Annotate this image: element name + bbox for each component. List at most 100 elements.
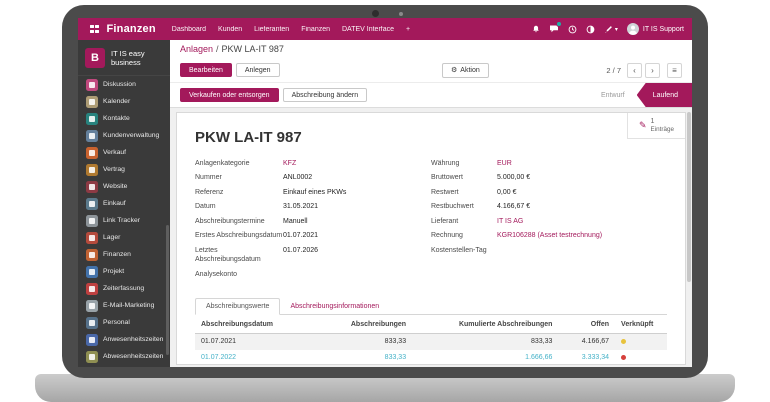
tab-abschreibungsinformationen[interactable]: Abschreibungsinformationen [290,302,380,310]
table-header-row: Abschreibungsdatum Abschreibungen Kumuli… [195,316,667,334]
sidebar-item-zeiterfassung[interactable]: Zeiterfassung [78,280,170,297]
action-dropdown-button[interactable]: ⚙ Aktion [442,62,489,78]
field-anlagenkategorie: Anlagenkategorie KFZ [195,160,297,167]
sidebar-item-website[interactable]: Website [78,178,170,195]
zeiterfassung-icon [86,282,98,295]
diskussion-icon [86,78,98,91]
menu-datev-interface[interactable]: DATEV Interface [342,25,395,33]
breadcrumb-parent[interactable]: Anlagen [180,44,214,54]
website-icon [86,180,98,193]
pager-next-icon[interactable]: › [645,62,660,78]
record-pager: 2 / 7 ‹ › ≡ [606,62,682,78]
menu-lieferanten[interactable]: Lieferanten [254,25,290,33]
field-lieferant: Lieferant IT IS AG [431,217,524,225]
messages-chat-icon[interactable] [549,21,562,34]
field-waehrung: Währung EUR [431,160,512,167]
app-title[interactable]: Finanzen [106,23,156,35]
lager-icon [86,231,98,244]
verkauf-icon [86,146,98,159]
status-widget: Entwurf Laufend [589,83,692,107]
field-datum: Datum 31.05.2021 [195,203,319,211]
entries-smart-button[interactable]: ✎ 1 Einträge [627,113,685,139]
debug-tools-icon[interactable]: ▾ [604,25,618,34]
email-marketing-icon [86,299,98,312]
sidebar-item-lager[interactable]: Lager [78,229,170,246]
pager-previous-icon[interactable]: ‹ [627,62,642,78]
finanzen-icon [86,248,98,261]
entries-count: 1 [650,117,655,125]
list-view-icon[interactable]: ≡ [667,62,682,78]
projekt-icon [86,265,98,278]
sidebar-item-diskussion[interactable]: Diskussion [78,76,170,93]
message-badge [555,21,562,27]
laptop-screen: Finanzen Dashboard Kunden Lieferanten Fi… [78,18,692,367]
record-title: PKW LA-IT 987 [195,129,302,146]
field-grid: Anlagenkategorie KFZ Nummer ANL0002 Refere… [195,159,667,284]
sidebar-item-link-tracker[interactable]: Link Tracker [78,212,170,229]
menu-plus[interactable]: + [406,25,411,33]
entries-label: Einträge [650,125,674,133]
field-kostenstellen-tag: Kostenstellen-Tag [431,246,487,254]
sidebar-item-kundenverwaltung[interactable]: Kundenverwaltung [78,127,170,144]
field-rechnung: Rechnung KGR106288 (Asset testrechnung) [431,232,603,240]
sell-dispose-button[interactable]: Verkaufen oder entsorgen [180,88,279,102]
tab-abschreibungswerte[interactable]: Abschreibungswerte [195,297,281,315]
user-name: IT IS Support [642,25,684,33]
logo-letter: B [85,48,105,68]
field-restbuchwert: Restbuchwert 4.166,67 € [431,203,531,211]
app-sidebar: B IT IS easy business Diskussion Kalende… [78,40,170,367]
field-abschreibungstermine: Abschreibungstermine Manuell [195,217,308,225]
sidebar-item-einkauf[interactable]: Einkauf [78,195,170,212]
sidebar-item-projekt[interactable]: Projekt [78,263,170,280]
sidebar-item-vertrag[interactable]: Vertrag [78,161,170,178]
sidebar-item-finanzen[interactable]: Finanzen [78,246,170,263]
notebook-tabs: Abschreibungswerte Abschreibungsinformat… [195,297,667,315]
menu-dashboard[interactable]: Dashboard [171,25,207,33]
main-content: Anlagen / PKW LA-IT 987 Bearbeiten Anleg… [170,40,692,367]
kalender-icon [86,95,98,108]
content-scrollbar[interactable] [687,112,691,282]
status-laufend[interactable]: Laufend [636,83,692,107]
sidebar-item-personal[interactable]: Personal [78,314,170,331]
statusbar: Verkaufen oder entsorgen Abschreibung än… [170,82,692,108]
sidebar-item-verkauf[interactable]: Verkauf [78,144,170,161]
sidebar-item-email-marketing[interactable]: E-Mail-Marketing [78,297,170,314]
activities-clock-icon[interactable] [568,25,577,34]
table-row[interactable]: 01.07.2022 833,33 1.666,66 3.333,34 [195,350,667,364]
menu-kunden[interactable]: Kunden [218,25,243,33]
notifications-bell-icon[interactable] [532,25,540,33]
sidebar-item-anwesenheitszeiten[interactable]: Anwesenheitszeiten [78,331,170,348]
abwesenheitszeiten-icon [86,350,98,363]
breadcrumb: Anlagen / PKW LA-IT 987 [170,40,692,58]
status-dot [621,355,627,361]
link-tracker-icon [86,214,98,227]
status-entwurf[interactable]: Entwurf [600,91,625,99]
user-menu[interactable]: IT IS Support [626,23,684,35]
modify-depreciation-button[interactable]: Abschreibung ändern [282,88,368,102]
laptop-base [35,374,735,402]
sidebar-item-abwesenheitszeiten[interactable]: Abwesenheitszeiten [78,348,170,365]
edit-button[interactable]: Bearbeiten [180,63,232,77]
caret-down-icon: ▾ [614,26,618,33]
pencil-icon: ✎ [638,120,647,130]
company-logo[interactable]: B IT IS easy business [78,40,170,76]
control-panel-buttons: Bearbeiten Anlegen ⚙ Aktion 2 / 7 ‹ › ≡ [170,58,692,82]
field-nummer: Nummer ANL0002 [195,174,313,182]
table-row[interactable]: 01.07.2021 833,33 833,33 4.166,67 [195,333,667,350]
menu-finanzen[interactable]: Finanzen [301,25,330,33]
webcam-icon [372,10,379,17]
einkauf-icon [86,197,98,210]
sidebar-scrollbar[interactable] [166,225,169,355]
field-analysekonto: Analysekonto [195,270,238,278]
create-button[interactable]: Anlegen [235,63,280,77]
apps-menu-icon[interactable] [90,24,99,34]
sidebar-item-kontakte[interactable]: Kontakte [78,110,170,127]
field-referenz: Referenz Einkauf eines PKWs [195,188,347,196]
sidebar-item-kalender[interactable]: Kalender [78,93,170,110]
status-dot [621,339,627,345]
control-panel: Anlagen / PKW LA-IT 987 Bearbeiten Anleg… [170,40,692,82]
avatar [626,23,639,35]
contrast-mode-icon[interactable] [586,25,595,34]
top-menu: Dashboard Kunden Lieferanten Finanzen DA… [172,26,410,33]
personal-icon [86,316,98,329]
